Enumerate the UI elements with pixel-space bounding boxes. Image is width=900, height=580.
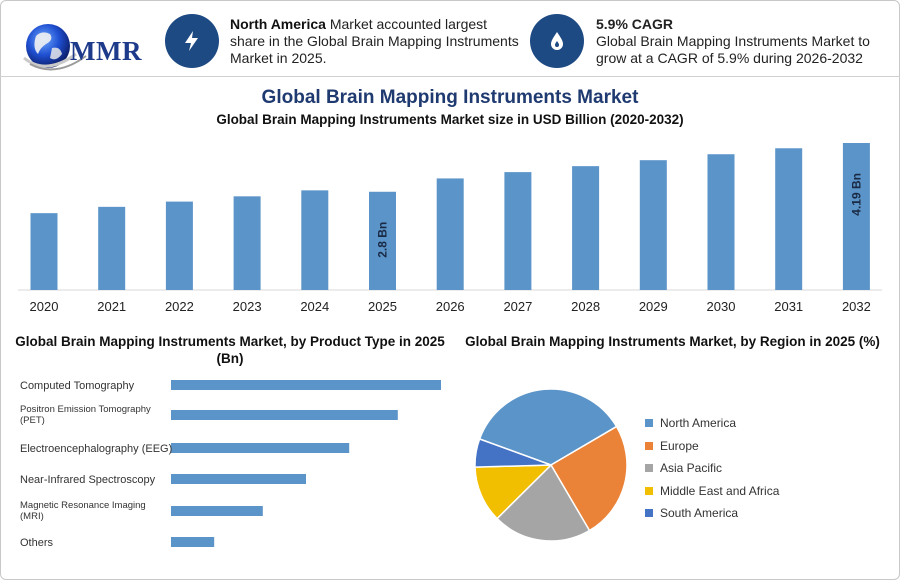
x-tick-2028: 2028 <box>571 299 600 314</box>
flame-drop-icon <box>530 14 584 68</box>
legend-label: North America <box>660 416 737 431</box>
x-tick-2030: 2030 <box>707 299 736 314</box>
legend-item-middle-east-and-africa: Middle East and Africa <box>645 480 779 503</box>
product-label-2: Electroencephalography (EEG) <box>20 443 172 455</box>
x-tick-2021: 2021 <box>97 299 126 314</box>
x-tick-2031: 2031 <box>774 299 803 314</box>
market-size-bar-chart: 2020 2021 2022 2023 2024 2025 2.8 Bn 2026 2027 20… <box>18 143 882 314</box>
product-bar-3 <box>171 474 306 484</box>
region-pie-chart <box>474 388 628 542</box>
bar-2032 <box>842 143 870 290</box>
legend-swatch <box>645 464 653 473</box>
legend-item-north-america: North America <box>645 412 779 435</box>
product-label-0: Computed Tomography <box>20 380 135 392</box>
cagr-title: 5.9% CAGR <box>596 16 674 32</box>
product-label-5: Others <box>20 537 54 549</box>
pie-slice-asia-pacific <box>496 463 591 542</box>
product-type-chart-title: Global Brain Mapping Instruments Market,… <box>15 334 445 366</box>
legend-item-europe: Europe <box>645 435 779 458</box>
product-label-4: Magnetic Resonance Imaging (MRI) <box>20 500 146 522</box>
legend-item-asia-pacific: Asia Pacific <box>645 457 779 480</box>
cagr-text: Global Brain Mapping Instruments Market … <box>596 33 870 66</box>
legend-label: Asia Pacific <box>660 461 723 476</box>
legend-label: Europe <box>660 438 699 453</box>
highlight-bold: North America <box>230 16 326 32</box>
bar-2026 <box>436 178 464 290</box>
product-bar-5 <box>171 537 215 547</box>
legend-label: South America <box>660 506 739 521</box>
product-bar-2 <box>171 443 350 453</box>
bar-2023 <box>233 196 261 290</box>
pie-slice-south-america <box>474 438 552 468</box>
header-divider <box>0 76 900 77</box>
legend-label: Middle East and Africa <box>660 483 780 498</box>
x-tick-2022: 2022 <box>165 299 194 314</box>
legend-swatch <box>645 419 653 428</box>
x-tick-2024: 2024 <box>300 299 329 314</box>
product-label-3: Near-Infrared Spectroscopy <box>20 474 156 486</box>
x-tick-2029: 2029 <box>639 299 668 314</box>
product-type-bar-chart: Computed Tomography Positron Emission Tom… <box>20 380 441 549</box>
product-label-1: Positron Emission Tomography (PET) <box>20 404 151 426</box>
bar-2027 <box>504 172 532 290</box>
main-title: Global Brain Mapping Instruments Market <box>261 87 639 108</box>
x-tick-2026: 2026 <box>436 299 465 314</box>
highlight-north-america: North America Market accounted largest s… <box>230 16 525 67</box>
bar-2020 <box>30 213 58 290</box>
bar-2021 <box>98 206 126 290</box>
data-label-2025: 2.8 Bn <box>376 222 390 258</box>
product-bar-1 <box>171 410 398 420</box>
highlight-text: Market accounted largest share in the Gl… <box>230 16 519 66</box>
product-bar-0 <box>171 380 441 390</box>
bar-chart-title: Global Brain Mapping Instruments Market … <box>216 112 684 127</box>
legend-swatch <box>645 509 653 518</box>
x-tick-2020: 2020 <box>30 299 59 314</box>
bar-2022 <box>165 201 193 290</box>
bar-2028 <box>572 166 600 290</box>
bar-2024 <box>301 190 329 290</box>
region-chart-title: Global Brain Mapping Instruments Market,… <box>465 334 880 349</box>
x-tick-2025: 2025 <box>368 299 397 314</box>
data-label-2032: 4.19 Bn <box>849 173 863 216</box>
region-legend: North America Europe Asia Pacific Middle Ea… <box>645 412 779 525</box>
bar-2025 <box>369 191 396 290</box>
x-tick-2032: 2032 <box>842 299 871 314</box>
product-bar-4 <box>171 506 263 516</box>
bar-2031 <box>775 148 803 290</box>
legend-item-south-america: South America <box>645 502 779 525</box>
x-tick-2023: 2023 <box>233 299 262 314</box>
bar-2030 <box>707 154 735 290</box>
highlight-cagr: 5.9% CAGR Global Brain Mapping Instrumen… <box>596 16 886 67</box>
x-tick-2027: 2027 <box>503 299 532 314</box>
logo-text: MMR <box>70 36 142 66</box>
legend-swatch <box>645 441 653 450</box>
bar-2029 <box>639 160 667 290</box>
lightning-icon <box>165 14 219 68</box>
mmr-logo <box>23 24 87 71</box>
pie-slice-europe <box>549 425 628 532</box>
legend-swatch <box>645 486 653 495</box>
